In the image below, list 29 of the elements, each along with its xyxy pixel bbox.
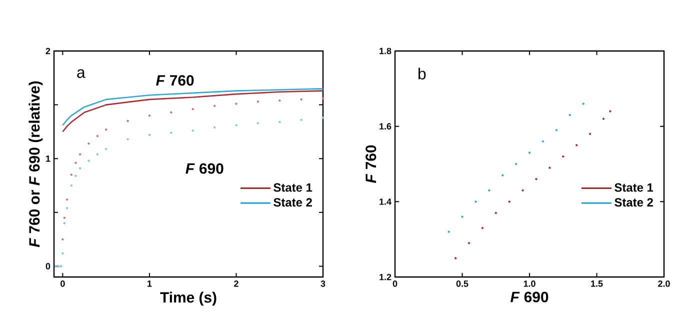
y-tick-label: 1.8 (380, 48, 392, 54)
annotation: a (77, 69, 86, 78)
y-tick-label: 2 (46, 48, 50, 54)
x-tick-label: 1.5 (591, 280, 603, 287)
annotation: F 760 (156, 75, 194, 86)
x-tick-label: 0.5 (456, 280, 468, 287)
legend-label: State 1 (274, 183, 312, 192)
x-tick-label: 1.0 (524, 280, 536, 287)
y-axis-title: F 760 or F 690 (relative) (28, 81, 43, 248)
y-tick-label: 0 (46, 263, 50, 270)
annotation: F 690 (186, 163, 224, 174)
x-axis-title: F 690 (510, 292, 548, 302)
line-series (62, 90, 324, 132)
y-tick-label: 1.6 (380, 123, 392, 130)
x-tick-label: 1 (148, 280, 152, 287)
x-tick-label: 0 (392, 280, 398, 287)
y-tick-label: 1.4 (380, 198, 392, 205)
legend-label: State 1 (614, 183, 654, 192)
x-tick-label: 2 (234, 280, 238, 287)
legend-label: State 2 (614, 198, 653, 207)
x-tick-label: 2.0 (658, 280, 670, 287)
x-tick-label: 0 (60, 280, 65, 287)
y-tick-label: 1 (46, 156, 50, 162)
x-tick-label: 3 (320, 280, 326, 287)
legend-label: State 2 (274, 198, 312, 207)
annotation: b (418, 68, 426, 80)
y-axis-title: F 760 (366, 145, 376, 184)
y-tick-label: 1.2 (380, 274, 392, 280)
x-axis-title: Time (s) (160, 292, 216, 306)
